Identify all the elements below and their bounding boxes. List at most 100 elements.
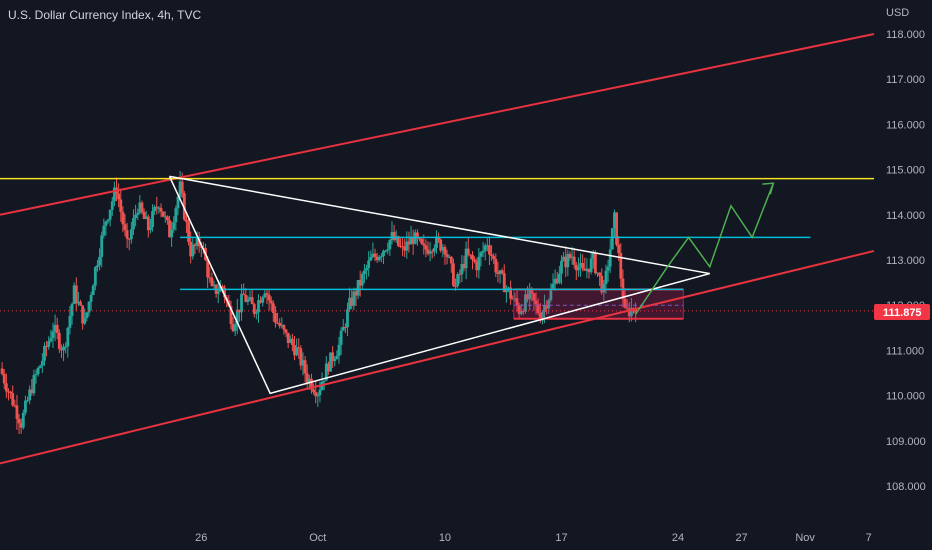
candle-up <box>28 385 32 405</box>
candle-body <box>488 245 491 255</box>
candle-body <box>348 297 351 310</box>
x-tick-label: 24 <box>672 532 684 544</box>
candle-body <box>583 268 587 271</box>
candle-body <box>462 263 466 269</box>
candle-up <box>553 269 557 291</box>
candle-body <box>290 338 294 346</box>
candle-body <box>492 256 496 259</box>
candle-body <box>108 209 112 220</box>
candle-down <box>471 251 474 270</box>
candle-up <box>557 265 561 285</box>
candle-up <box>134 204 138 227</box>
candle-down <box>424 239 428 258</box>
candle-up <box>329 352 332 372</box>
candle-body <box>102 225 106 236</box>
candle-body <box>4 383 8 392</box>
candle-down <box>290 333 294 352</box>
candle-down <box>426 241 430 256</box>
candle-body <box>471 255 474 260</box>
candle-body <box>352 291 356 306</box>
candle-up <box>53 314 57 342</box>
candle-up <box>363 264 366 284</box>
candle-down <box>187 218 190 246</box>
candle-down <box>401 238 404 257</box>
candle-body <box>426 249 430 254</box>
candle-down <box>430 249 434 259</box>
candle-down <box>466 238 470 257</box>
candle-up <box>21 409 25 430</box>
candle-body <box>195 238 199 246</box>
candle-body <box>189 241 193 257</box>
candle-body <box>0 368 4 375</box>
candle-up <box>280 317 284 329</box>
candle-body <box>513 298 517 300</box>
candle-body <box>329 352 332 372</box>
candle-body <box>68 315 72 328</box>
candle-down <box>312 383 315 395</box>
y-tick-label: 117.000 <box>886 74 925 86</box>
candle-body <box>125 230 129 239</box>
y-tick-label: 111.000 <box>886 345 924 357</box>
candle-body <box>142 212 146 219</box>
candle-down <box>267 288 271 311</box>
candle-down <box>568 251 572 261</box>
candle-body <box>248 297 252 300</box>
candle-body <box>536 304 540 313</box>
candle-body <box>468 254 472 256</box>
candle-body <box>541 312 544 321</box>
candle-body <box>577 266 580 271</box>
candle-body <box>460 263 464 275</box>
candle-body <box>267 294 271 301</box>
candles-layer <box>0 170 638 435</box>
candle-up <box>235 298 239 335</box>
candle-down <box>411 229 415 255</box>
candle-body <box>403 246 407 251</box>
candle-body <box>110 201 114 210</box>
candle-down <box>473 256 477 264</box>
y-tick-label: 116.000 <box>886 119 925 131</box>
candle-down <box>265 289 269 305</box>
candle-body <box>346 309 349 328</box>
candle-down <box>284 328 288 338</box>
candle-down <box>475 258 479 278</box>
candle-body <box>193 244 197 246</box>
candle-down <box>278 318 282 329</box>
y-tick-label: 118.000 <box>886 29 925 41</box>
candle-body <box>72 285 76 304</box>
candle-up <box>337 336 341 364</box>
candle-body <box>106 219 110 222</box>
candle-up <box>613 209 616 237</box>
candle-down <box>593 250 597 275</box>
candle-body <box>314 392 318 397</box>
candle-up <box>89 291 93 311</box>
candle-body <box>322 380 326 382</box>
candle-body <box>199 246 203 248</box>
candle-body <box>62 346 65 351</box>
candle-up <box>64 342 68 354</box>
candle-body <box>136 212 140 215</box>
candle-body <box>551 283 555 290</box>
candle-up <box>51 322 55 348</box>
candle-body <box>549 289 553 301</box>
candle-up <box>428 242 432 262</box>
candle-body <box>87 301 91 313</box>
candle-body <box>157 207 161 209</box>
candle-down <box>252 302 256 318</box>
candle-body <box>600 275 604 293</box>
candle-down <box>509 280 513 305</box>
candle-body <box>331 352 335 362</box>
y-tick-label: 113.000 <box>886 255 925 267</box>
candle-up <box>43 342 46 366</box>
candle-up <box>26 396 29 403</box>
candle-body <box>466 248 470 255</box>
candle-body <box>81 305 85 324</box>
candle-up <box>178 170 182 202</box>
candle-body <box>119 199 123 212</box>
candle-down <box>564 246 568 278</box>
candle-body <box>7 391 10 393</box>
candle-up <box>174 205 178 231</box>
candle-up <box>456 272 460 288</box>
candle-body <box>439 239 443 251</box>
time-axis[interactable]: 26 Oct 10 17 24 27 Nov 7 <box>195 532 872 544</box>
